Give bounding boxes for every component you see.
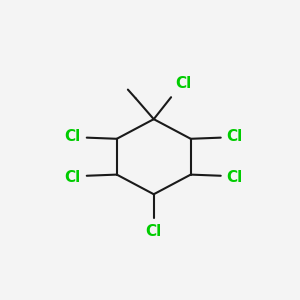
Text: Cl: Cl	[64, 170, 80, 185]
Text: Cl: Cl	[64, 129, 80, 144]
Text: Cl: Cl	[146, 224, 162, 239]
Text: Cl: Cl	[226, 170, 243, 185]
Text: Cl: Cl	[226, 129, 243, 144]
Text: Cl: Cl	[176, 76, 192, 92]
